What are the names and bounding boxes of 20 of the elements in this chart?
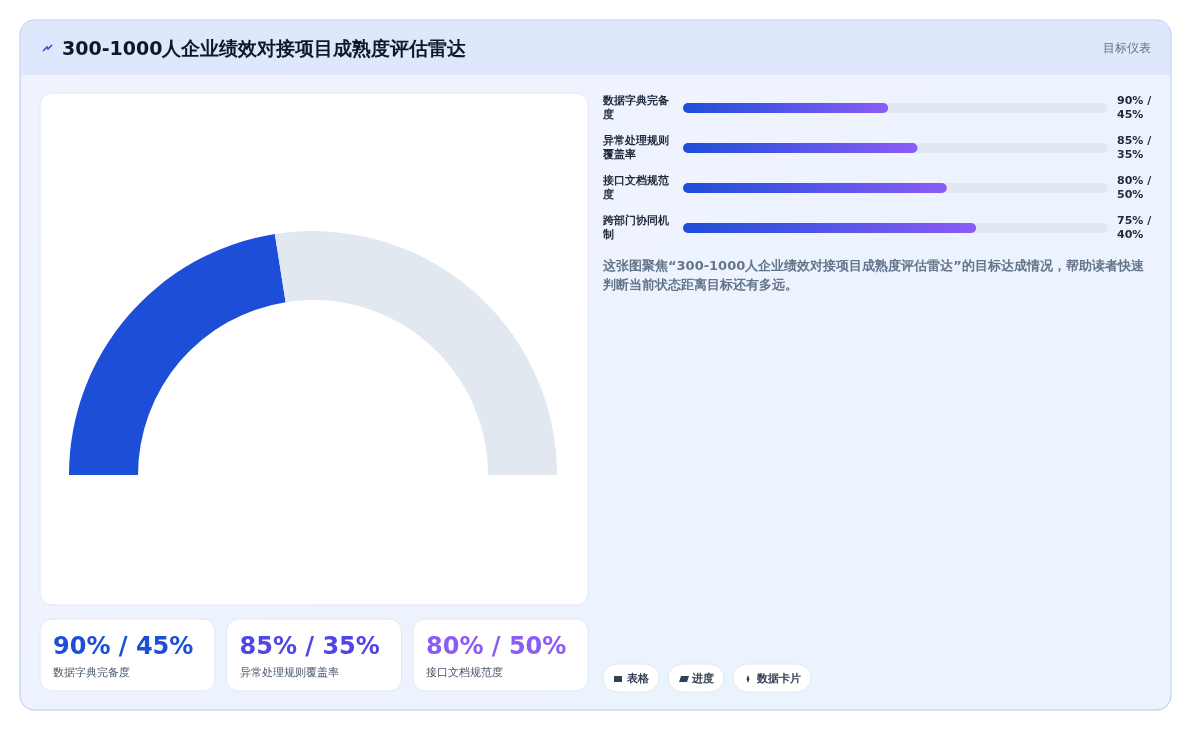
- y-tick-label: 异常处理规则覆盖率: [602, 134, 669, 161]
- text: 80% / 50%: [1117, 174, 1152, 201]
- text: 85% / 35%: [239, 632, 380, 660]
- text: 80% / 50%: [426, 632, 567, 660]
- text: 数据卡片: [756, 672, 801, 685]
- text: 目标仪表: [1103, 41, 1151, 55]
- y-tick-label: 接口文档规范度: [602, 174, 670, 201]
- text: 进度: [691, 672, 714, 685]
- text: 这张图聚焦“300-1000人企业绩效对接项目成熟度评估雷达”的目标达成情况，帮助读者快速判断当前状态距离目标还有多远。: [602, 258, 1145, 292]
- y-tick-label: 跨部门协同机制: [602, 214, 669, 241]
- text: 75% / 40%: [1117, 214, 1152, 241]
- category-label: 接口文档规范度: [426, 666, 503, 679]
- text: 表格: [626, 672, 650, 685]
- category-label: 异常处理规则覆盖率: [239, 666, 339, 679]
- chart-title: 300-1000人企业绩效对接项目成熟度评估雷达: [62, 37, 468, 59]
- category-label: 数据字典完备度: [53, 666, 130, 679]
- text: 85% / 35%: [1117, 134, 1152, 161]
- text: 90% / 45%: [53, 632, 194, 660]
- text: 90% / 45%: [1117, 94, 1152, 121]
- y-tick-label: 数据字典完备度: [602, 94, 669, 121]
